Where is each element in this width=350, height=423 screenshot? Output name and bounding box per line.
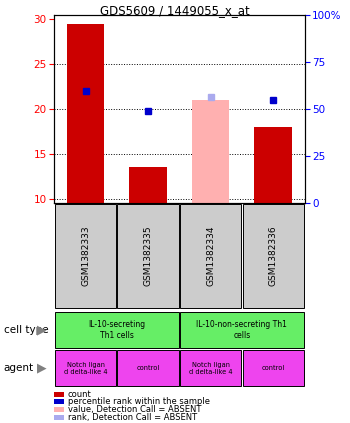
Bar — [254, 127, 292, 203]
Text: ▶: ▶ — [36, 362, 46, 374]
Bar — [243, 350, 304, 386]
Text: percentile rank within the sample: percentile rank within the sample — [68, 397, 210, 407]
Bar — [192, 100, 230, 203]
Text: ▶: ▶ — [36, 324, 46, 336]
Text: control: control — [136, 365, 160, 371]
Bar — [55, 204, 116, 308]
Text: GSM1382335: GSM1382335 — [144, 225, 153, 286]
Text: agent: agent — [4, 363, 34, 373]
Text: value, Detection Call = ABSENT: value, Detection Call = ABSENT — [68, 405, 201, 414]
Text: Notch ligan
d delta-like 4: Notch ligan d delta-like 4 — [189, 362, 232, 374]
Text: GSM1382333: GSM1382333 — [81, 225, 90, 286]
Bar — [118, 350, 179, 386]
Text: GSM1382336: GSM1382336 — [269, 225, 278, 286]
Bar — [180, 204, 241, 308]
Bar — [118, 204, 179, 308]
Text: cell type: cell type — [4, 325, 48, 335]
Text: control: control — [261, 365, 285, 371]
Bar — [67, 24, 104, 203]
Bar — [55, 312, 179, 348]
Text: Notch ligan
d delta-like 4: Notch ligan d delta-like 4 — [64, 362, 107, 374]
Bar — [129, 167, 167, 203]
Bar — [180, 312, 304, 348]
Text: GSM1382334: GSM1382334 — [206, 225, 215, 286]
Bar — [180, 350, 241, 386]
Bar — [55, 350, 116, 386]
Text: rank, Detection Call = ABSENT: rank, Detection Call = ABSENT — [68, 412, 197, 422]
Text: GDS5609 / 1449055_x_at: GDS5609 / 1449055_x_at — [100, 4, 250, 17]
Text: IL-10-secreting
Th1 cells: IL-10-secreting Th1 cells — [88, 320, 145, 340]
Text: count: count — [68, 390, 91, 399]
Bar — [243, 204, 304, 308]
Text: IL-10-non-secreting Th1
cells: IL-10-non-secreting Th1 cells — [196, 320, 287, 340]
